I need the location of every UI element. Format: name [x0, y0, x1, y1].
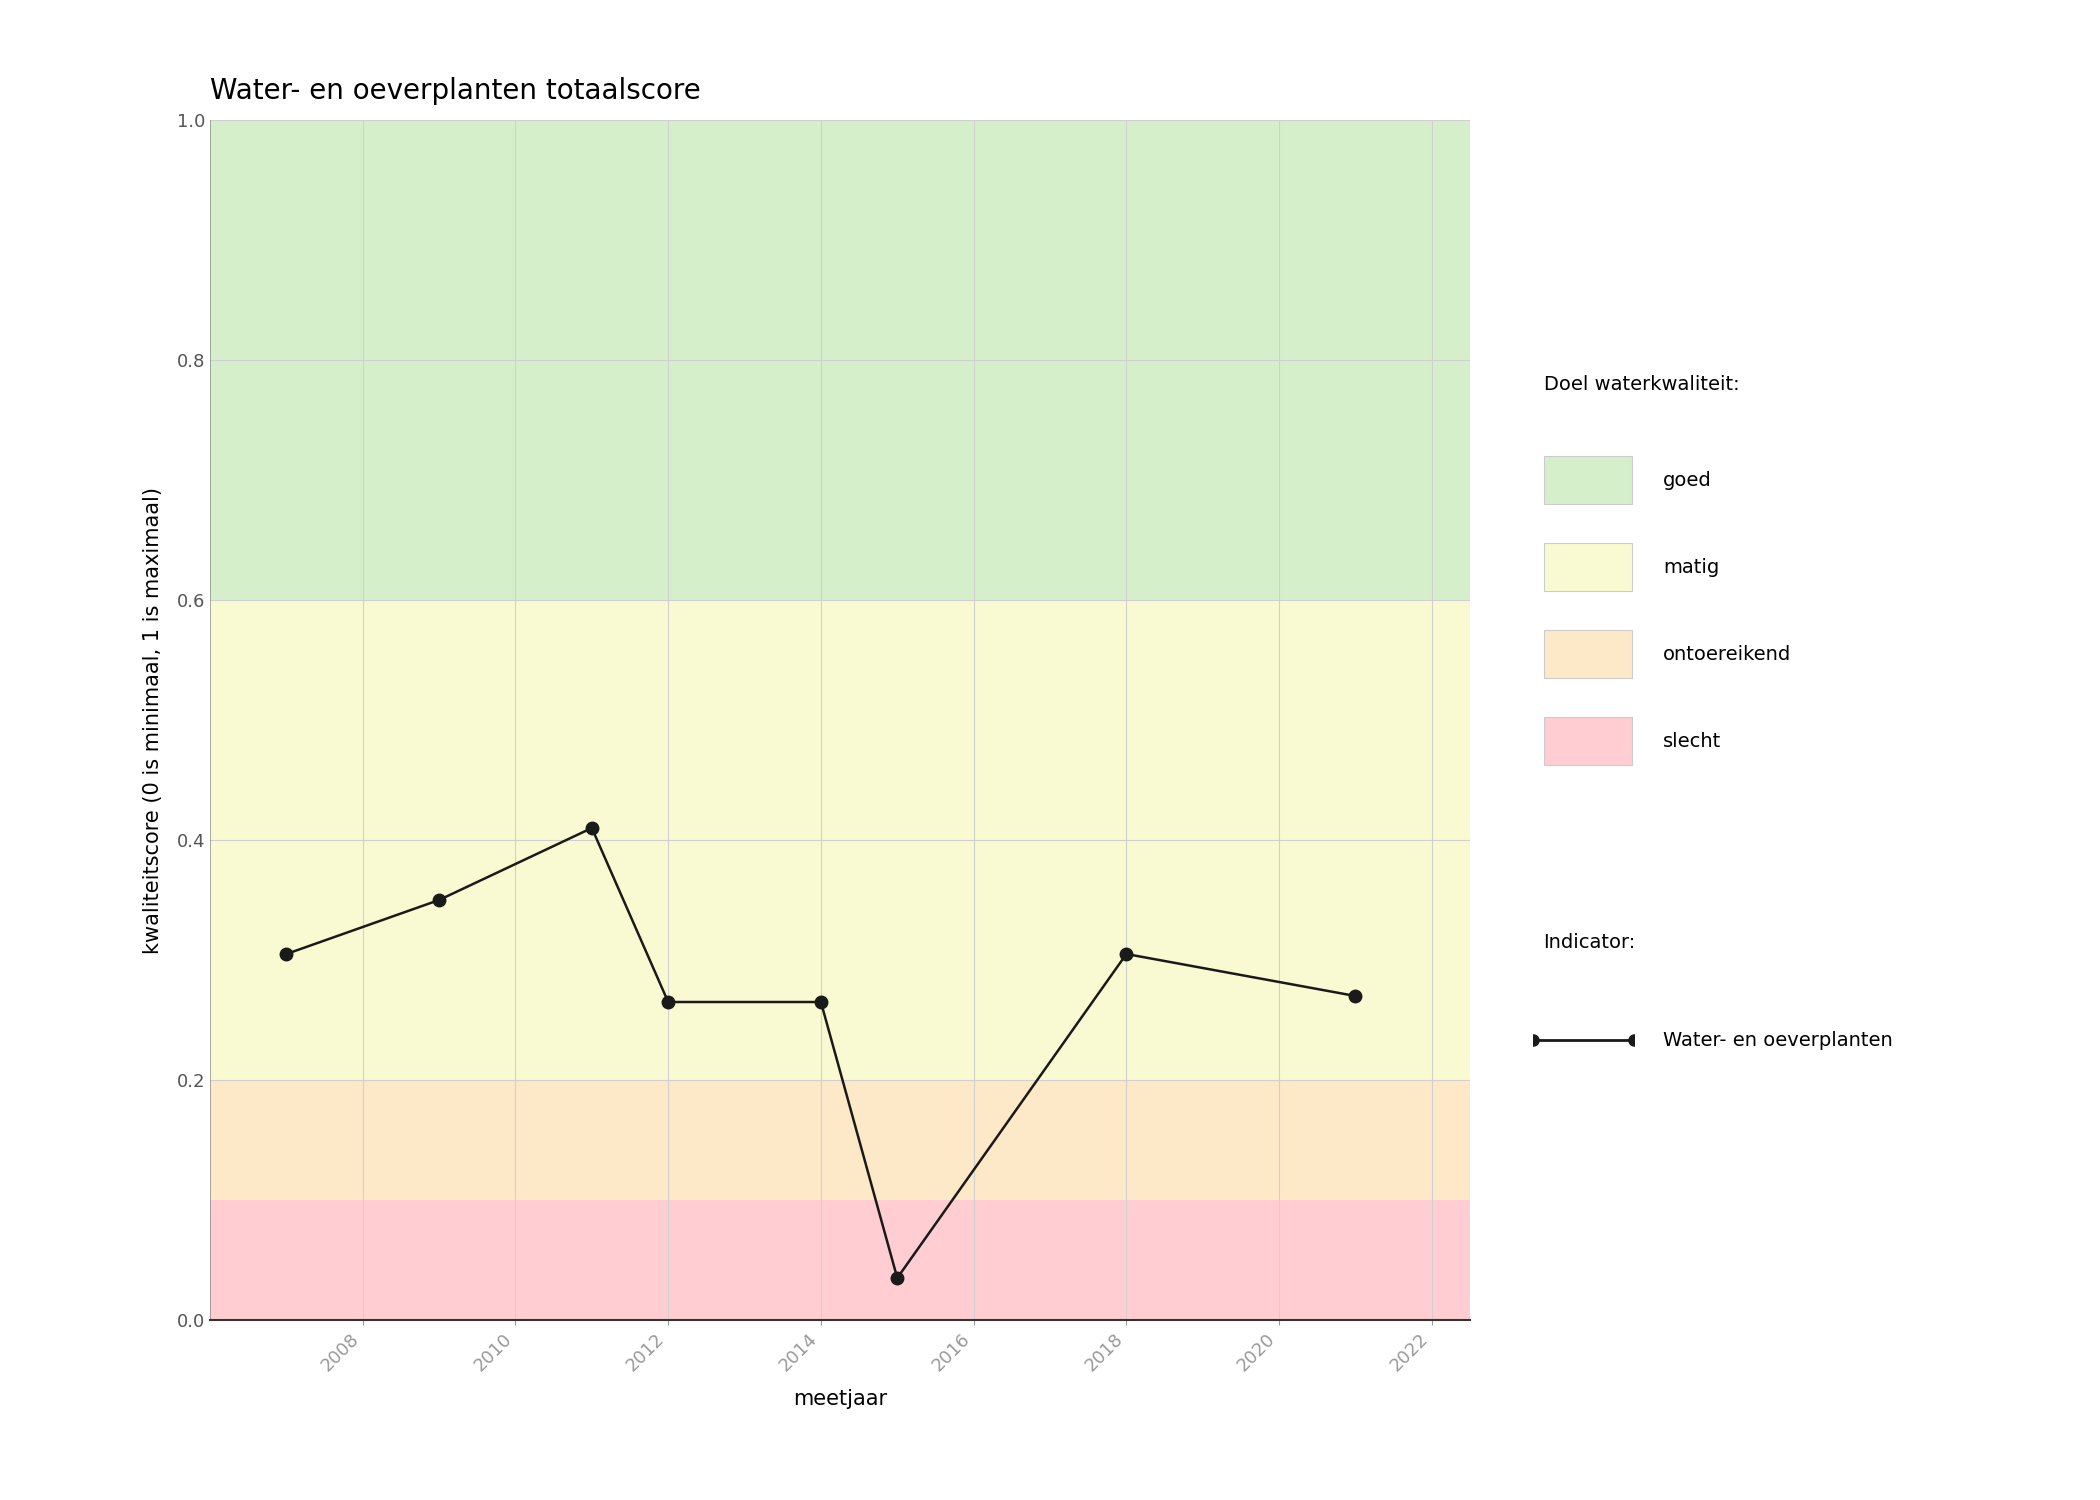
Text: slecht: slecht [1663, 732, 1722, 750]
Text: Doel waterkwaliteit:: Doel waterkwaliteit: [1544, 375, 1739, 394]
Y-axis label: kwaliteitscore (0 is minimaal, 1 is maximaal): kwaliteitscore (0 is minimaal, 1 is maxi… [143, 486, 164, 954]
Text: Water- en oeverplanten totaalscore: Water- en oeverplanten totaalscore [210, 76, 701, 105]
Text: Indicator:: Indicator: [1544, 933, 1636, 952]
Text: goed: goed [1663, 471, 1711, 489]
Text: Water- en oeverplanten: Water- en oeverplanten [1663, 1032, 1892, 1050]
X-axis label: meetjaar: meetjaar [794, 1389, 886, 1408]
Text: ontoereikend: ontoereikend [1663, 645, 1791, 663]
Text: matig: matig [1663, 558, 1720, 576]
Bar [210, 1080, 1470, 1200]
Bar [210, 1200, 1470, 1320]
Bar [210, 600, 1470, 1080]
Bar [210, 120, 1470, 600]
